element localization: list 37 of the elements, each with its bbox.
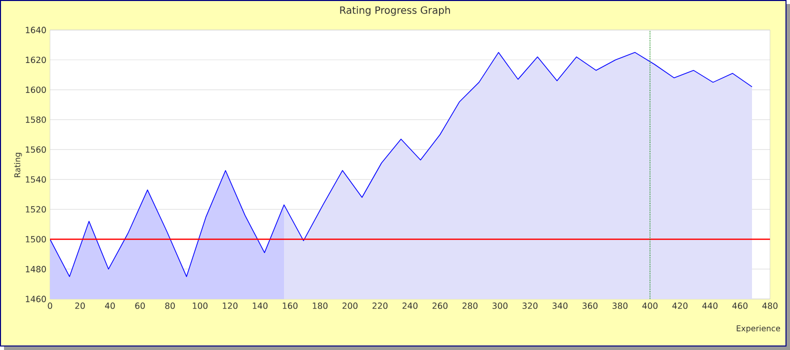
y-tick-label: 1600	[26, 86, 46, 93]
x-tick-label: 160	[282, 302, 298, 309]
x-tick-label: 80	[165, 302, 175, 309]
chart-title: Rating Progress Graph	[340, 6, 450, 16]
y-tick-label: 1460	[26, 296, 46, 302]
x-tick-label: 260	[432, 302, 448, 309]
y-tick-label: 1640	[26, 26, 46, 34]
y-tick-label: 1580	[26, 116, 46, 123]
y-tick-label: 1620	[26, 56, 46, 64]
x-tick-label: 460	[732, 302, 748, 309]
y-tick-label: 1540	[26, 176, 46, 183]
x-tick-label: 240	[402, 302, 418, 309]
y-tick-label: 1500	[26, 236, 46, 242]
x-tick-label: 480	[762, 302, 778, 309]
x-tick-label: 320	[522, 302, 538, 309]
x-tick-label: 60	[135, 302, 145, 309]
x-tick-label: 100	[192, 302, 208, 309]
y-tick-label: 1480	[26, 266, 46, 272]
x-tick-label: 200	[342, 302, 358, 309]
x-tick-label: 300	[492, 302, 508, 309]
x-tick-label: 340	[552, 302, 568, 309]
x-tick-label: 380	[612, 302, 628, 309]
y-tick-label: 1520	[26, 206, 46, 213]
x-tick-label: 0	[48, 302, 52, 309]
x-tick-label: 140	[252, 302, 268, 309]
x-tick-label: 220	[372, 302, 388, 309]
x-tick-label: 420	[672, 302, 688, 309]
x-tick-label: 360	[582, 302, 598, 309]
x-tick-label: 180	[312, 302, 328, 309]
x-tick-label: 400	[642, 302, 658, 309]
x-tick-label: 20	[75, 302, 85, 309]
x-tick-label: 280	[462, 302, 478, 309]
x-tick-label: 40	[105, 302, 115, 309]
line-series	[50, 52, 752, 277]
x-tick-label: 120	[222, 302, 238, 309]
y-tick-label: 1560	[26, 146, 46, 153]
x-tick-label: 440	[702, 302, 718, 309]
